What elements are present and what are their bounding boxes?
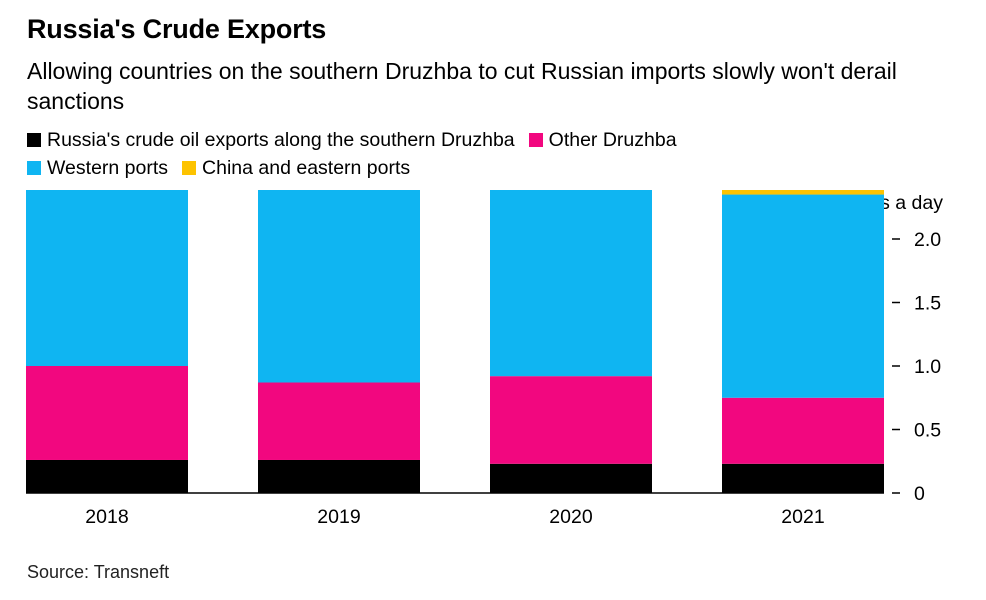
bar-segment-2020-series-0 <box>490 463 652 493</box>
legend: Russia's crude oil exports along the sou… <box>27 126 967 182</box>
stacked-bar-chart: 4.5 million barrels a day 00.51.01.52.02… <box>26 190 943 528</box>
bar-segment-2021-series-1 <box>722 397 884 464</box>
bar-segment-2021-series-0 <box>722 463 884 493</box>
bar-segment-2019-series-2 <box>258 190 420 383</box>
legend-label-southern-druzhba: Russia's crude oil exports along the sou… <box>47 128 515 151</box>
legend-item-southern-druzhba: Russia's crude oil exports along the sou… <box>27 129 515 152</box>
x-tick-label-2020: 2020 <box>549 506 593 528</box>
y-tick-label-0: 0 <box>914 483 925 505</box>
x-tick-label-2018: 2018 <box>85 506 128 528</box>
bar-segment-2018-series-2 <box>26 190 188 366</box>
legend-swatch-western-ports <box>27 161 41 175</box>
legend-item-western-ports: Western ports <box>27 157 168 180</box>
chart-title: Russia's Crude Exports <box>27 14 327 44</box>
x-axis-labels: 2018 2019 2020 2021 <box>85 506 824 528</box>
legend-swatch-china-eastern-ports <box>182 161 197 175</box>
legend-swatch-other-druzhba <box>528 133 543 147</box>
bar-segment-2019-series-1 <box>258 382 420 460</box>
legend-label-china-eastern-ports: China and eastern ports <box>202 156 411 179</box>
y-tick-label-1.5: 1.5 <box>914 293 941 315</box>
y-tick-label-0.5: 0.5 <box>914 420 941 442</box>
bar-segment-2021-series-3 <box>722 190 884 195</box>
source-note: Source: Transneft <box>27 562 170 582</box>
x-tick-label-2021: 2021 <box>781 506 824 528</box>
bars-group <box>26 190 884 493</box>
x-tick-label-2019: 2019 <box>317 506 360 528</box>
legend-row-1: Russia's crude oil exports along the sou… <box>27 126 967 154</box>
legend-label-other-druzhba: Other Druzhba <box>548 128 677 151</box>
y-tick-label-1.0: 1.0 <box>914 356 941 378</box>
bar-segment-2018-series-1 <box>26 366 188 460</box>
bar-segment-2020-series-1 <box>490 376 652 464</box>
y-tick-label-2.0: 2.0 <box>914 229 941 251</box>
y-axis: 00.51.01.52.02.53.03.54.0 <box>892 229 941 505</box>
legend-label-western-ports: Western ports <box>47 156 169 179</box>
chart-subtitle: Allowing countries on the southern Druzh… <box>27 58 897 114</box>
bar-segment-2020-series-2 <box>490 190 652 377</box>
bar-segment-2018-series-0 <box>26 459 188 493</box>
legend-row-2: Western ports China and eastern ports <box>27 154 967 182</box>
legend-swatch-southern-druzhba <box>27 133 41 147</box>
legend-item-other-druzhba: Other Druzhba <box>528 128 677 152</box>
legend-item-china-eastern-ports: China and eastern ports <box>182 157 410 180</box>
bar-segment-2021-series-2 <box>722 194 884 398</box>
bar-segment-2019-series-0 <box>258 459 420 493</box>
